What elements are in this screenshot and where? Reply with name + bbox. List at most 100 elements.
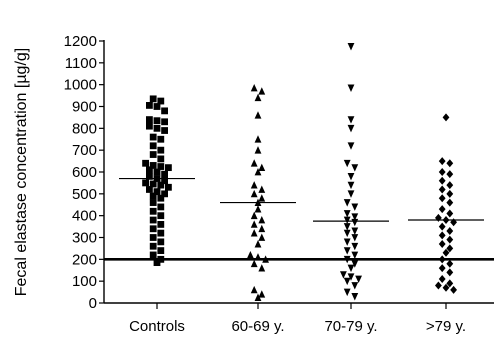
x-axis-tick-labels: Controls 60-69 y. 70-79 y. >79 y.: [129, 318, 466, 335]
data-point: [149, 142, 157, 150]
data-point: [343, 277, 351, 286]
data-point: [153, 124, 161, 132]
data-point: [446, 189, 454, 198]
data-point: [258, 216, 266, 224]
y-tick-label: 1100: [65, 55, 97, 72]
data-point: [149, 133, 157, 141]
data-point: [149, 95, 157, 103]
data-point: [146, 166, 153, 174]
data-point: [446, 198, 454, 207]
data-point: [343, 223, 351, 231]
data-point: [157, 203, 165, 211]
data-point: [450, 285, 457, 294]
data-point: [153, 103, 161, 110]
data-point: [254, 253, 262, 261]
y-tick-label: 1200: [64, 33, 97, 50]
data-point: [146, 102, 153, 109]
data-point: [258, 185, 266, 193]
y-tick-label: 500: [72, 186, 97, 203]
data-point: [258, 290, 266, 298]
data-point: [254, 240, 262, 248]
data-point: [165, 183, 172, 191]
y-tick-label: 700: [72, 142, 97, 159]
x-tick-label: 70-79 y.: [324, 318, 377, 335]
data-point: [142, 159, 149, 167]
data-point: [157, 194, 165, 202]
data-point: [343, 199, 351, 207]
data-point: [157, 229, 165, 237]
y-tick-label: 100: [72, 273, 97, 290]
y-tick-label: 600: [72, 164, 97, 181]
y-tick-label: 0: [89, 295, 97, 312]
data-point: [438, 222, 446, 231]
data-point: [250, 189, 258, 198]
data-point: [142, 179, 149, 187]
data-point: [446, 181, 454, 190]
data-point: [247, 250, 254, 259]
y-tick-label: 200: [72, 251, 97, 268]
data-point: [446, 226, 454, 235]
data-point: [258, 264, 266, 272]
data-point: [250, 159, 258, 167]
data-point: [343, 238, 351, 246]
data-point: [347, 43, 355, 51]
data-point: [343, 210, 351, 218]
data-point: [258, 233, 266, 241]
data-point: [161, 177, 168, 185]
y-axis-title: Fecal elastase concentration [µg/g]: [13, 48, 30, 296]
data-point: [153, 188, 161, 196]
data-point: [438, 255, 446, 264]
data-point: [157, 181, 165, 189]
data-point: [351, 234, 359, 242]
data-point: [157, 255, 165, 263]
data-point: [146, 172, 153, 180]
data-point: [254, 135, 262, 143]
data-point: [351, 213, 359, 221]
y-tick-label: 900: [72, 99, 97, 116]
x-tick-label: Controls: [129, 318, 185, 335]
data-point: [442, 113, 450, 122]
data-point: [157, 238, 165, 246]
data-point: [446, 159, 454, 168]
data-point: [438, 264, 446, 273]
data-point: [250, 229, 258, 237]
data-point: [149, 251, 157, 259]
data-point: [157, 163, 165, 170]
data-point: [149, 192, 157, 200]
data-point: [258, 194, 266, 202]
data-point: [343, 247, 351, 255]
data-point: [161, 170, 168, 178]
data-point: [446, 170, 454, 179]
data-point: [146, 116, 153, 123]
data-point: [351, 282, 359, 290]
data-point: [446, 244, 454, 253]
data-point: [254, 93, 262, 102]
data-point: [157, 155, 165, 163]
data-point: [347, 264, 355, 273]
data-point: [351, 164, 359, 172]
data-point: [149, 225, 157, 233]
data-point: [157, 97, 165, 105]
data-point: [343, 159, 351, 168]
data-point: [254, 168, 262, 176]
data-point: [153, 168, 161, 176]
data-point: [254, 111, 262, 119]
data-point: [438, 240, 446, 249]
data-point: [347, 84, 355, 92]
data-point: [435, 281, 442, 290]
data-point: [250, 211, 258, 220]
data-point: [355, 275, 362, 283]
y-tick-label: 1000: [64, 77, 97, 94]
data-point: [258, 163, 266, 172]
median-lines: [119, 177, 484, 222]
data-point: [442, 248, 450, 257]
data-point: [250, 83, 258, 92]
data-point: [157, 247, 165, 254]
data-point: [343, 216, 351, 225]
data-point: [157, 212, 165, 220]
y-axis-tick-labels: 0 100 200 300 400 500 600 700 800 900 1000 1100 1200: [64, 33, 97, 312]
data-point: [450, 218, 457, 227]
data-point: [149, 207, 157, 215]
data-point: [250, 181, 258, 189]
data-point: [153, 117, 161, 125]
